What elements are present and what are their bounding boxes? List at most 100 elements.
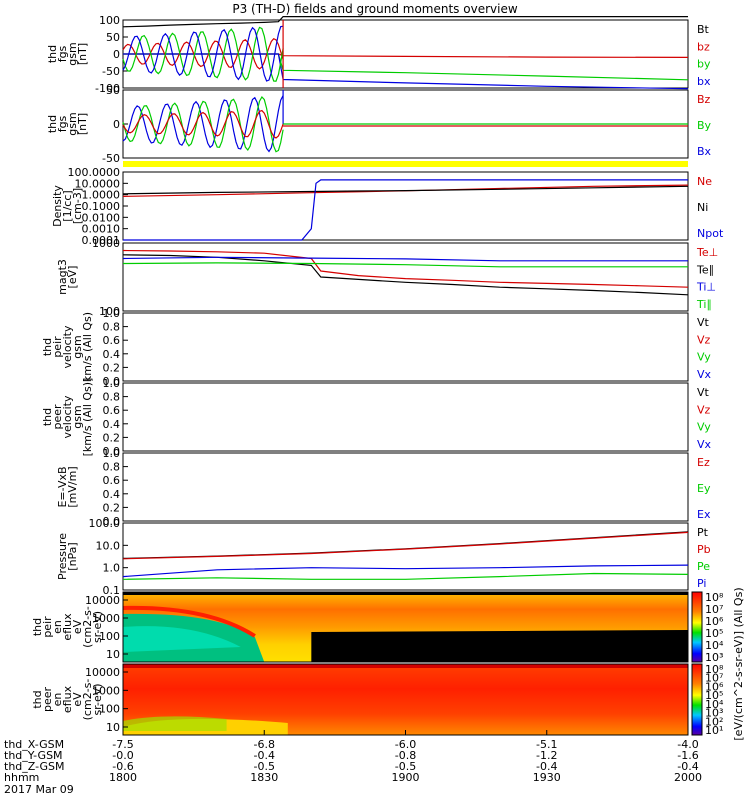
spectrogram-ion-core xyxy=(123,626,241,652)
legend-Pt: Pt xyxy=(697,526,709,539)
y-tick-label: 1.0 xyxy=(103,377,121,390)
colorbar-top xyxy=(691,591,703,663)
y-label-line: peer xyxy=(41,687,54,713)
colorbar-tick: 10³ xyxy=(705,651,723,664)
y-tick-label: 1.0 xyxy=(103,307,121,320)
legend-Pb: Pb xyxy=(697,543,711,556)
colorbar-tick: 10⁸ xyxy=(705,663,724,676)
y-tick-label: 10 xyxy=(106,648,120,661)
y-tick-label: 0.6 xyxy=(103,404,121,417)
y-label-line: thd xyxy=(31,690,44,708)
y-tick-label: 100.0 xyxy=(89,517,121,530)
y-tick-label: 0.0 xyxy=(103,515,121,528)
panel-eflux_i: 10000100010010thdpeirenefluxeV(cm2-s-sr-… xyxy=(31,591,689,663)
y-tick-label: 0.0 xyxy=(103,445,121,458)
y-label-line: sr-eV) xyxy=(91,683,104,715)
y-label-line: [1/cc] xyxy=(61,190,74,221)
y-tick-label: 100 xyxy=(99,630,120,643)
legend-Ni: Ni xyxy=(697,201,708,214)
legend-Te⊥: Te⊥ xyxy=(696,246,718,259)
legend-Vt: Vt xyxy=(697,386,710,399)
legend-Vz: Vz xyxy=(697,333,711,346)
legend-bx: bx xyxy=(697,75,711,88)
x-tick-label: 1830 xyxy=(250,771,278,784)
panel-eflux_e: 10000100010010thdpeerenefluxeV(cm2-s-sr-… xyxy=(31,663,689,736)
y-label-line: eV xyxy=(71,692,84,707)
colorbar-tick: 10⁵ xyxy=(705,627,723,640)
y-axis-label: Pressure[nPa] xyxy=(56,533,79,580)
x-row-label: thd_Z-GSM xyxy=(4,760,64,773)
legend-Bx: Bx xyxy=(697,145,712,158)
x-tick-label: 1900 xyxy=(392,771,420,784)
y-tick-label: 0 xyxy=(113,48,120,61)
spectrogram-black-region xyxy=(311,630,688,662)
y-tick-label: 0.0 xyxy=(103,375,121,388)
y-tick-label: 10 xyxy=(106,721,120,734)
colorbar-label: [eV/(cm^2-s-sr-eV)] (All Qs) xyxy=(732,587,745,740)
wave-bz xyxy=(122,109,284,139)
panel-frame xyxy=(122,452,689,522)
y-label-line: [nT] xyxy=(76,113,89,135)
x-tick-label: -0.5 xyxy=(395,760,416,773)
x-tick-label: 1800 xyxy=(109,771,137,784)
x-tick-label: -0.4 xyxy=(536,760,557,773)
y-tick-label: -50 xyxy=(102,152,120,165)
y-axis-label: E=-VxB[mV/m] xyxy=(56,466,79,507)
colorbar-tick: 10⁶ xyxy=(705,615,724,628)
legend-Ti∥: Ti∥ xyxy=(696,298,712,311)
legend-Pi: Pi xyxy=(697,577,706,590)
y-tick-label: 0.4 xyxy=(103,348,121,361)
y-tick-label: 0.8 xyxy=(103,461,121,474)
wave-bz xyxy=(122,37,284,70)
x-tick-label: -0.5 xyxy=(254,760,275,773)
y-label-line: magt3 xyxy=(56,259,69,295)
y-label-line: velocity xyxy=(61,325,74,368)
y-label-line: thd xyxy=(41,338,54,356)
y-tick-label: 0.0001 xyxy=(82,234,121,247)
y-label-line: gsm xyxy=(66,42,79,65)
y-tick-label: -100 xyxy=(95,82,120,95)
y-label-line: km/s (All Qs) xyxy=(81,312,94,382)
y-label-line: thd xyxy=(41,408,54,426)
x-tick-label: 1930 xyxy=(533,771,561,784)
series-line-Pi xyxy=(122,564,689,578)
panel-frame xyxy=(122,242,689,312)
y-label-line: en xyxy=(51,693,64,707)
y-tick-label: 10.0 xyxy=(96,539,121,552)
panel-density: 100.000010.00001.00000.10000.01000.00100… xyxy=(51,166,724,247)
x-row-label: thd_X-GSM xyxy=(4,738,64,751)
x-tick-label: -6.0 xyxy=(395,738,416,751)
y-label-line: eflux xyxy=(61,613,74,641)
y-label-line: thd xyxy=(46,115,59,133)
x-tick-label: -0.4 xyxy=(677,760,698,773)
y-label-line: velocity xyxy=(61,395,74,438)
x-tick-label: -0.6 xyxy=(112,760,133,773)
y-label-line: Density xyxy=(51,185,64,227)
legend-Vz: Vz xyxy=(697,403,711,416)
panel-frame xyxy=(122,522,689,591)
y-label-line: peir xyxy=(41,616,54,638)
y-label-line: peer xyxy=(51,404,64,430)
y-label-line: fgs xyxy=(56,115,69,132)
y-axis-label: magt3[eV] xyxy=(56,259,79,295)
legend-Vy: Vy xyxy=(697,351,711,364)
y-tick-label: 0 xyxy=(113,118,120,131)
y-tick-label: 0.2 xyxy=(103,501,121,514)
y-label-line: en xyxy=(51,620,64,634)
y-label-line: [mV/m] xyxy=(66,466,79,507)
y-tick-label: 0.6 xyxy=(103,474,121,487)
series-line-Pb xyxy=(122,531,689,560)
y-tick-label: 50 xyxy=(106,84,120,97)
y-tick-label: 0.1000 xyxy=(82,200,121,213)
panel-frame xyxy=(122,312,689,382)
colorbar-group: 10⁸10⁷10⁶10⁵10⁴10³10⁸10⁷10⁶10⁵10⁴10³10²1… xyxy=(691,587,745,741)
panels-group: 100500-50-100thdfgsgsm[nT]Btbzbybx500-50… xyxy=(31,14,724,736)
y-tick-label: 1.0000 xyxy=(82,189,121,202)
x-tick-label: 2000 xyxy=(674,771,702,784)
y-tick-label: 0.8 xyxy=(103,321,121,334)
y-tick-label: 50 xyxy=(106,31,120,44)
